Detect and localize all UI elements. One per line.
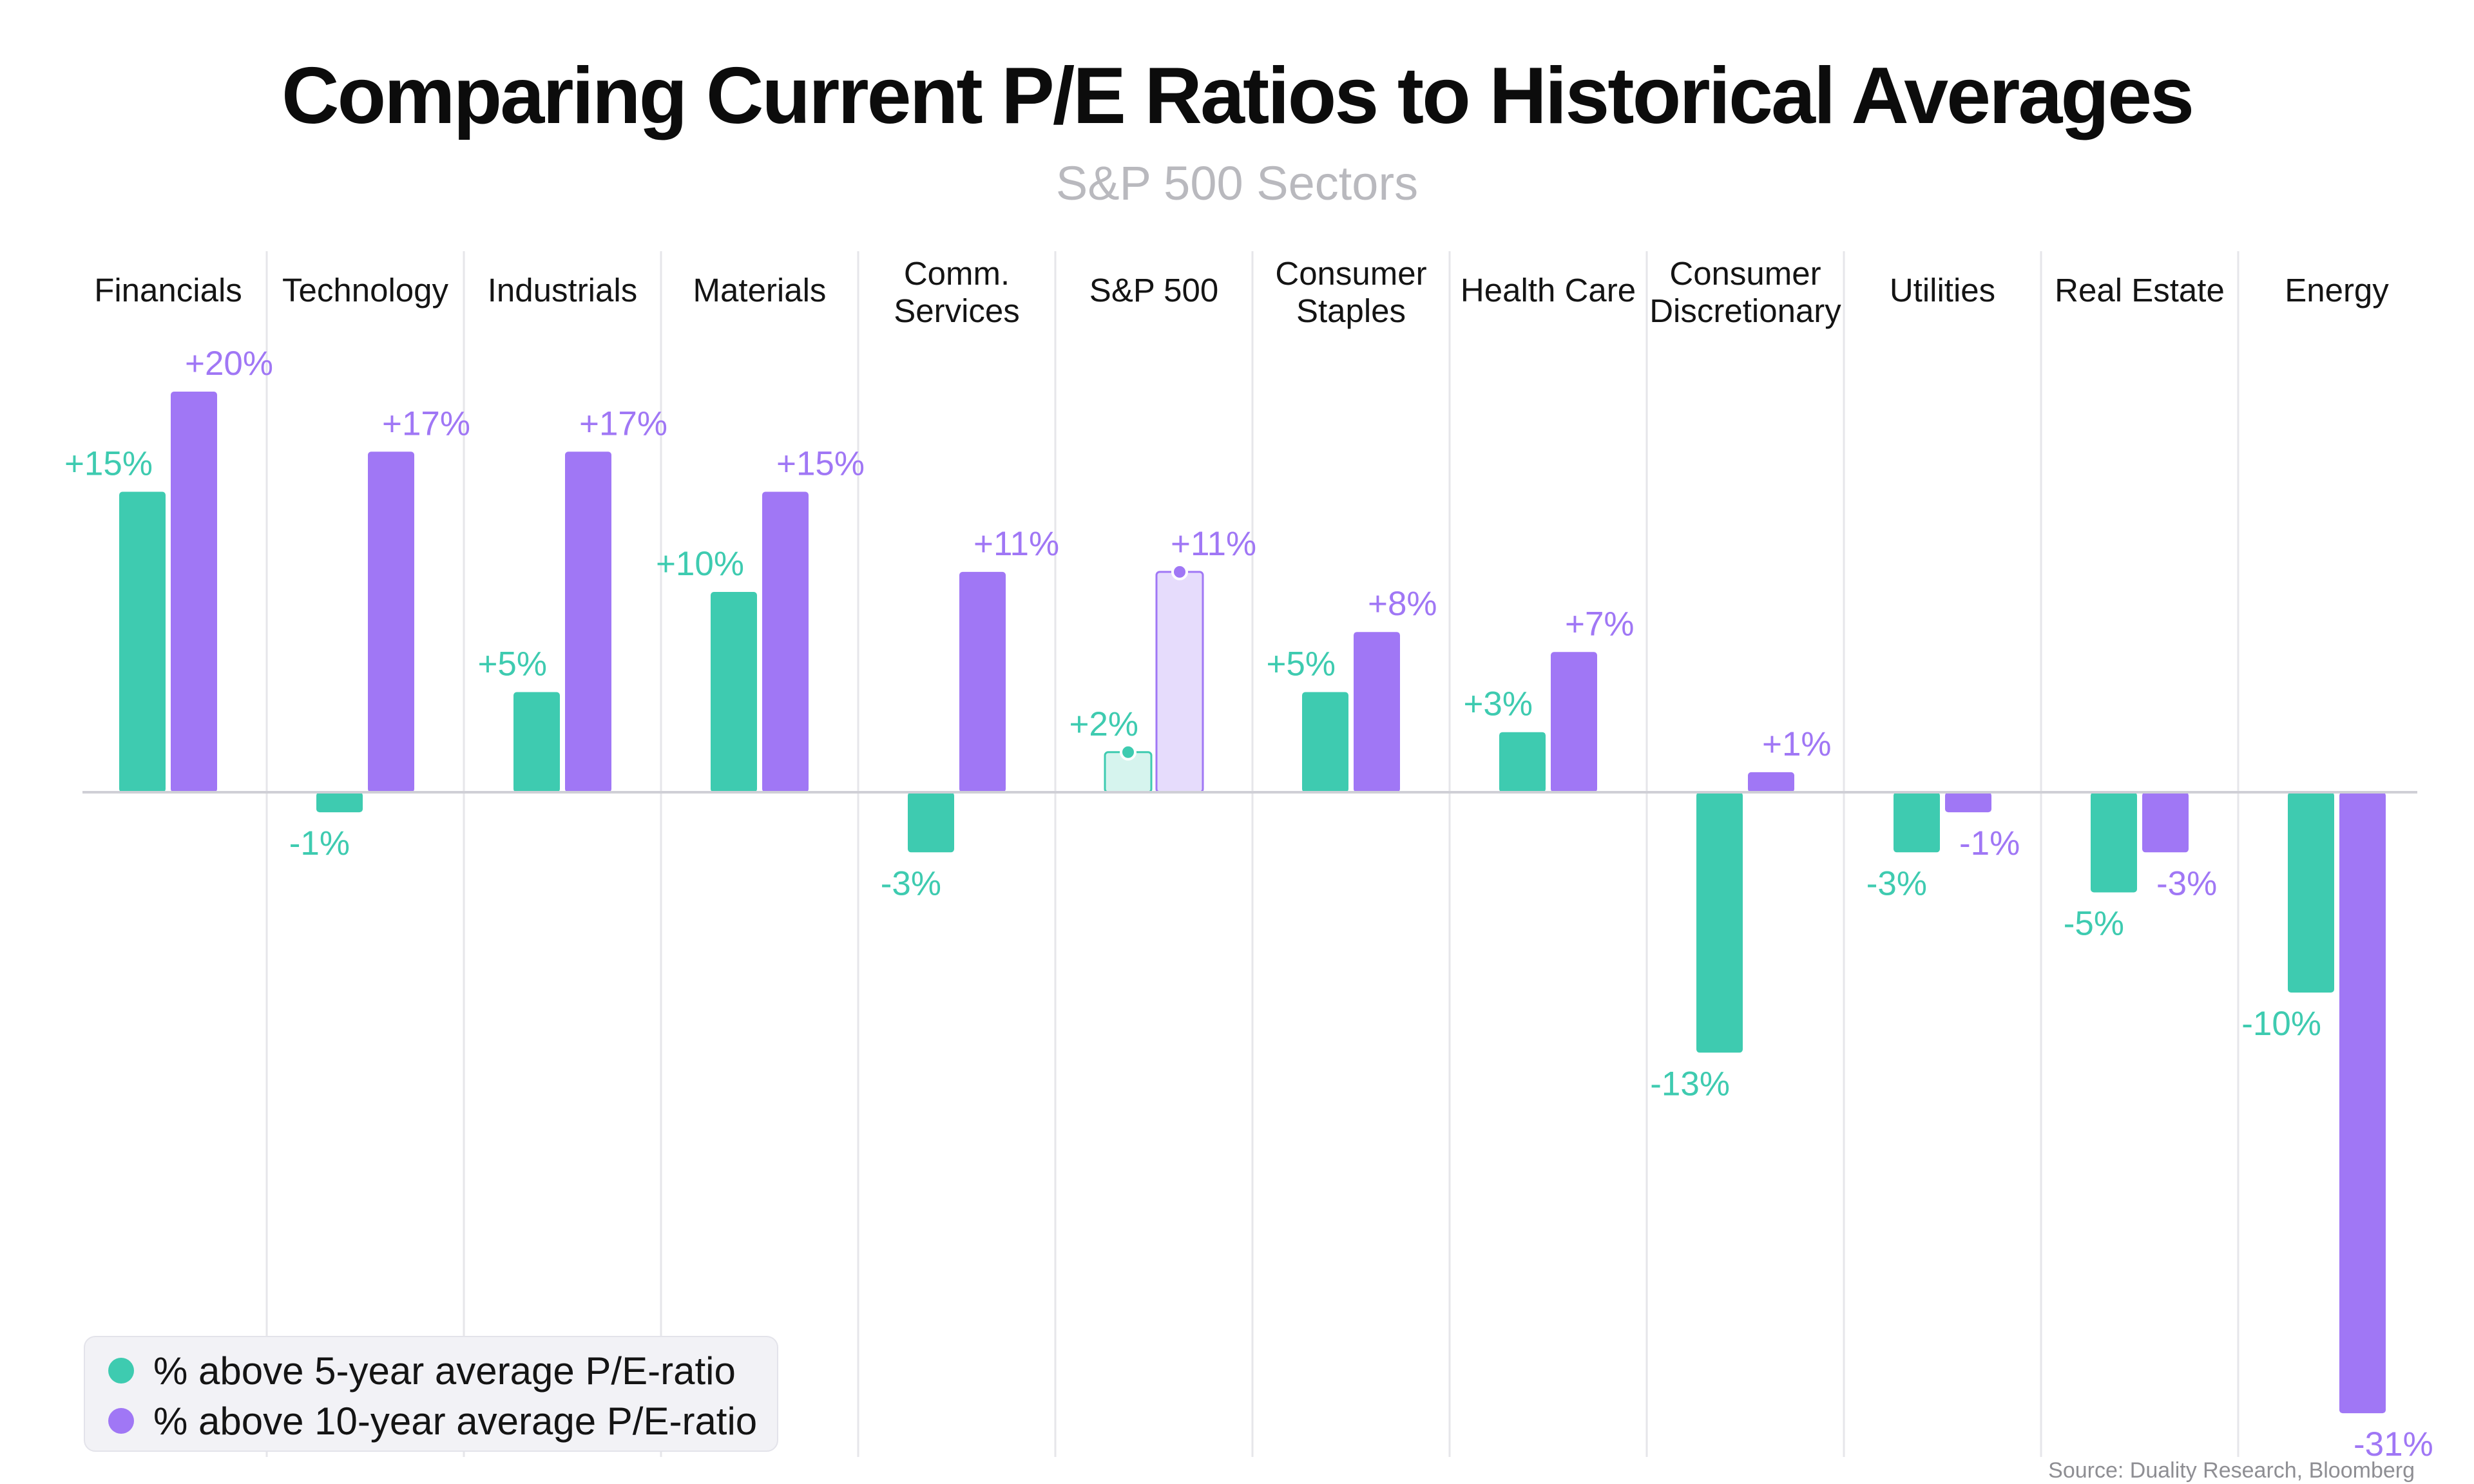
value-label-health-care-10yr: +7% [1565,605,1635,643]
bar-consumer-staples-5yr [1302,692,1348,792]
value-label-utilities-5yr: -3% [1866,864,1927,902]
bar-industrials-5yr [513,692,560,792]
legend-item-10-year: % above 10-year average P/E-ratio [108,1396,757,1445]
bar-consumer-discretionary-10yr [1748,772,1794,792]
value-label-industrials-10yr: +17% [579,404,667,442]
category-label-real-estate: Real Estate [2055,272,2225,309]
bar-industrials-10yr [565,452,611,792]
value-label-utilities-10yr: -1% [1959,824,2020,862]
value-label-industrials-5yr: +5% [477,645,547,683]
category-label-energy: Energy [2285,272,2389,309]
source-note: Source: Duality Research, Bloomberg [2048,1458,2415,1483]
bar-utilities-5yr [1894,792,1940,853]
category-label-technology: Technology [282,272,449,309]
bar-technology-5yr [316,792,363,813]
value-label-sandp-500-10yr: +11% [1171,525,1256,563]
legend-label-10-year: % above 10-year average P/E-ratio [153,1399,758,1443]
chart-subtitle: S&P 500 Sectors [1055,157,1419,210]
bar-technology-10yr [368,452,414,792]
bar-financials-10yr [171,392,217,792]
bar-comm-services-5yr [908,792,954,853]
chart-title: Comparing Current P/E Ratios to Historic… [281,52,2194,140]
value-label-sandp-500-5yr: +2% [1069,705,1138,743]
category-label-sandp-500: S&P 500 [1089,272,1218,309]
bar-utilities-10yr [1945,792,1991,813]
bar-consumer-discretionary-5yr [1696,792,1743,1053]
value-label-comm-services-5yr: -3% [881,864,941,902]
value-label-technology-10yr: +17% [382,404,470,442]
value-label-materials-5yr: +10% [656,545,744,583]
category-label-financials: Financials [94,272,242,309]
bar-health-care-5yr [1499,732,1546,792]
category-label-consumer-discretionary: Consumer Discretionary [1649,255,1841,329]
category-label-comm-services: Comm. Services [894,255,1020,329]
bar-consumer-staples-10yr [1354,632,1400,792]
bar-sandp-500-10yr [1155,571,1204,794]
category-label-consumer-staples: Consumer Staples [1275,255,1426,329]
category-label-utilities: Utilities [1890,272,1995,309]
bar-real-estate-5yr [2091,792,2137,893]
bar-materials-5yr [711,592,757,792]
value-label-consumer-staples-5yr: +5% [1266,645,1336,683]
legend-item-5-year: % above 5-year average P/E-ratio [108,1346,736,1395]
bar-energy-10yr [2339,792,2386,1414]
bar-materials-10yr [762,491,809,792]
category-label-industrials: Industrials [488,272,637,309]
bar-energy-5yr [2288,792,2334,993]
value-label-energy-5yr: -10% [2241,1005,2321,1043]
value-label-comm-services-10yr: +11% [973,525,1059,563]
value-label-financials-10yr: +20% [185,345,273,383]
bar-health-care-10yr [1551,652,1597,792]
value-label-technology-5yr: -1% [289,824,350,862]
value-label-health-care-5yr: +3% [1463,685,1533,723]
value-label-materials-10yr: +15% [776,445,865,483]
bar-financials-5yr [119,491,166,792]
value-label-consumer-discretionary-5yr: -13% [1650,1065,1730,1103]
bar-marker-sandp-500-5yr [1120,743,1136,761]
bar-marker-sandp-500-10yr [1171,563,1188,580]
legend-label-5-year: % above 5-year average P/E-ratio [153,1349,736,1393]
value-label-consumer-staples-10yr: +8% [1368,585,1437,623]
bar-real-estate-10yr [2142,792,2189,853]
category-label-materials: Materials [693,272,827,309]
value-label-real-estate-5yr: -5% [2064,905,2124,943]
legend-swatch-10-year [108,1408,134,1434]
chart-legend: % above 5-year average P/E-ratio % above… [84,1336,778,1452]
category-label-health-care: Health Care [1461,272,1636,309]
value-label-real-estate-10yr: -3% [2156,864,2217,902]
value-label-energy-10yr: -31% [2354,1425,2433,1463]
legend-swatch-5-year [108,1358,134,1384]
value-label-financials-5yr: +15% [64,445,153,483]
value-label-consumer-discretionary-10yr: +1% [1762,725,1832,763]
bar-comm-services-10yr [959,571,1006,792]
